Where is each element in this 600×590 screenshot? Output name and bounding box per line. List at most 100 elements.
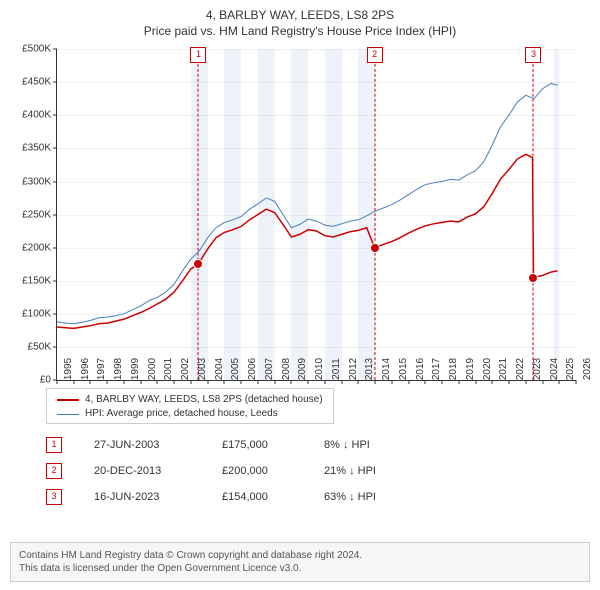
xtick-mark — [576, 380, 577, 384]
footer-line: This data is licensed under the Open Gov… — [19, 562, 581, 575]
xtick-label: 2008 — [275, 358, 292, 380]
ytick-label: £0 — [11, 375, 51, 386]
xtick-label: 2003 — [191, 358, 208, 380]
legend-label: 4, BARLBY WAY, LEEDS, LS8 2PS (detached … — [85, 393, 323, 407]
sale-vline — [533, 49, 534, 380]
sale-dot-icon — [528, 273, 538, 283]
sale-date: 20-DEC-2013 — [94, 465, 190, 477]
sale-date: 16-JUN-2023 — [94, 491, 190, 503]
xtick-label: 2007 — [258, 358, 275, 380]
series-line — [57, 84, 558, 324]
plot-area: £0£50K£100K£150K£200K£250K£300K£350K£400… — [56, 49, 576, 381]
chart-title: 4, BARLBY WAY, LEEDS, LS8 2PS Price paid… — [10, 8, 590, 39]
ytick-label: £400K — [11, 110, 51, 121]
chart-area: £0£50K£100K£150K£200K£250K£300K£350K£400… — [10, 45, 590, 423]
sale-price: £175,000 — [222, 439, 292, 451]
ytick-label: £200K — [11, 242, 51, 253]
ytick-mark — [53, 82, 57, 83]
xtick-mark — [190, 380, 191, 384]
sale-price: £154,000 — [222, 491, 292, 503]
ytick-label: £100K — [11, 308, 51, 319]
xtick-label: 2004 — [208, 358, 225, 380]
legend-label: HPI: Average price, detached house, Leed… — [85, 407, 278, 421]
xtick-mark — [207, 380, 208, 384]
sale-marker-icon: 3 — [525, 47, 541, 63]
xtick-label: 2020 — [476, 358, 493, 380]
xtick-label: 2005 — [224, 358, 241, 380]
xtick-label: 2026 — [576, 358, 593, 380]
ytick-label: £500K — [11, 44, 51, 55]
sale-diff: 21% ↓ HPI — [324, 465, 414, 477]
xtick-label: 2002 — [174, 358, 191, 380]
ytick-mark — [53, 214, 57, 215]
xtick-mark — [241, 380, 242, 384]
xtick-label: 1997 — [90, 358, 107, 380]
xtick-mark — [291, 380, 292, 384]
ytick-mark — [53, 347, 57, 348]
xtick-mark — [107, 380, 108, 384]
sale-dot-icon — [370, 243, 380, 253]
xtick-mark — [123, 380, 124, 384]
ytick-mark — [53, 280, 57, 281]
xtick-label: 2024 — [543, 358, 560, 380]
xtick-label: 2019 — [459, 358, 476, 380]
ytick-label: £150K — [11, 275, 51, 286]
xtick-label: 2023 — [526, 358, 543, 380]
xtick-label: 2016 — [409, 358, 426, 380]
ytick-label: £350K — [11, 143, 51, 154]
xtick-mark — [157, 380, 158, 384]
ytick-mark — [53, 115, 57, 116]
series-svg — [57, 49, 576, 380]
xtick-mark — [341, 380, 342, 384]
xtick-mark — [224, 380, 225, 384]
xtick-label: 1998 — [107, 358, 124, 380]
xtick-label: 2014 — [375, 358, 392, 380]
xtick-label: 2021 — [492, 358, 509, 380]
sale-marker-icon: 1 — [46, 437, 62, 453]
xtick-label: 2017 — [425, 358, 442, 380]
xtick-mark — [442, 380, 443, 384]
title-address: 4, BARLBY WAY, LEEDS, LS8 2PS — [10, 8, 590, 24]
xtick-mark — [174, 380, 175, 384]
xtick-label: 2018 — [442, 358, 459, 380]
ytick-mark — [53, 181, 57, 182]
sale-vline — [374, 49, 375, 380]
xtick-label: 2010 — [308, 358, 325, 380]
sale-price: £200,000 — [222, 465, 292, 477]
legend-swatch-red-icon — [57, 399, 79, 401]
series-line — [57, 154, 558, 328]
xtick-label: 2011 — [325, 358, 342, 380]
xtick-mark — [73, 380, 74, 384]
table-row: 1 27-JUN-2003 £175,000 8% ↓ HPI — [46, 432, 414, 458]
footer-attribution: Contains HM Land Registry data © Crown c… — [10, 542, 590, 582]
sale-dot-icon — [193, 259, 203, 269]
xtick-mark — [90, 380, 91, 384]
xtick-mark — [475, 380, 476, 384]
legend-item: HPI: Average price, detached house, Leed… — [57, 407, 323, 421]
xtick-label: 1996 — [74, 358, 91, 380]
xtick-mark — [525, 380, 526, 384]
xtick-mark — [509, 380, 510, 384]
xtick-label: 2000 — [141, 358, 158, 380]
sales-table: 1 27-JUN-2003 £175,000 8% ↓ HPI 2 20-DEC… — [46, 432, 414, 510]
xtick-mark — [324, 380, 325, 384]
ytick-mark — [53, 247, 57, 248]
table-row: 3 16-JUN-2023 £154,000 63% ↓ HPI — [46, 484, 414, 510]
chart-figure: 4, BARLBY WAY, LEEDS, LS8 2PS Price paid… — [0, 0, 600, 590]
xtick-mark — [492, 380, 493, 384]
xtick-mark — [274, 380, 275, 384]
sale-date: 27-JUN-2003 — [94, 439, 190, 451]
xtick-label: 2012 — [342, 358, 359, 380]
table-row: 2 20-DEC-2013 £200,000 21% ↓ HPI — [46, 458, 414, 484]
sale-marker-icon: 3 — [46, 489, 62, 505]
xtick-label: 2006 — [241, 358, 258, 380]
xtick-mark — [140, 380, 141, 384]
title-subtitle: Price paid vs. HM Land Registry's House … — [10, 24, 590, 40]
footer-line: Contains HM Land Registry data © Crown c… — [19, 549, 581, 562]
xtick-label: 2009 — [291, 358, 308, 380]
xtick-mark — [375, 380, 376, 384]
ytick-label: £250K — [11, 209, 51, 220]
xtick-label: 2013 — [358, 358, 375, 380]
xtick-mark — [425, 380, 426, 384]
xtick-mark — [559, 380, 560, 384]
